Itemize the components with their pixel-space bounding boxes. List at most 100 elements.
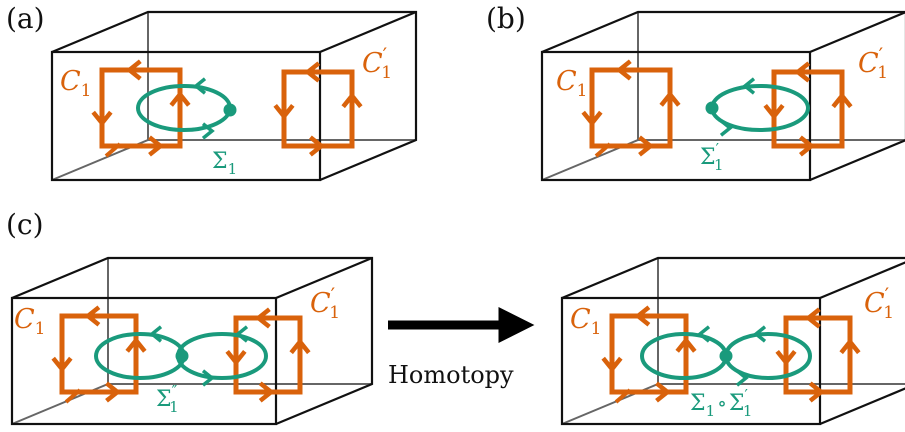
svg-text:C′1: C′ 1 xyxy=(362,43,392,83)
c1-arrow-left xyxy=(581,110,603,127)
c1p-arrow-left xyxy=(775,349,797,367)
loop-c1-prime xyxy=(281,69,355,149)
c1-arrow-left xyxy=(601,356,623,373)
svg-text:Σ′1: Σ′ 1 xyxy=(700,140,724,174)
label-sigma-b: Σ′ 1 xyxy=(700,140,724,174)
label-c1prime-b: C′ 1 xyxy=(858,43,888,83)
loop-sigma1-prime-arrow xyxy=(719,119,733,137)
box-back-edges xyxy=(541,10,905,182)
panel-a xyxy=(50,10,418,182)
c1p-arrow-bottom xyxy=(308,135,326,157)
label-c1-c-left: C1 xyxy=(14,304,46,339)
c1-arrow-right xyxy=(125,336,147,353)
homotopy-label: Homotopy xyxy=(388,361,514,389)
loop-c1-prime xyxy=(783,315,853,395)
loop-sigma1-arrow xyxy=(201,122,215,140)
c1-arrow-top xyxy=(615,59,632,81)
c1p-arrow-left xyxy=(225,349,247,367)
box-hidden-edge xyxy=(51,139,416,181)
label-c1prime-c-left: C′ 1 xyxy=(310,283,340,323)
loop-sigma1 xyxy=(136,84,232,132)
base-point xyxy=(175,349,189,363)
loop-c1 xyxy=(609,313,689,395)
composed-arrow xyxy=(753,325,767,343)
c1p-arrow-right xyxy=(341,92,363,109)
loop-sigma1-arrow xyxy=(193,77,207,95)
box-front-face xyxy=(560,296,822,426)
box-front-face xyxy=(10,296,278,426)
box-edge xyxy=(319,10,417,54)
c1-arrow-bottom xyxy=(105,381,122,403)
svg-text:C1: C1 xyxy=(570,304,602,339)
svg-text:C1: C1 xyxy=(14,304,46,339)
c1p-arrow-left xyxy=(763,103,785,121)
loop-c1 xyxy=(99,67,183,149)
loop-sigma1-double-prime-right xyxy=(176,332,268,380)
panel-label-a: (a) xyxy=(6,2,45,35)
c1-arrow-left xyxy=(91,110,113,127)
sigma-pp-arrow xyxy=(149,325,163,343)
base-point xyxy=(705,101,719,115)
box-edge xyxy=(275,256,373,300)
box-edge xyxy=(809,11,905,54)
c1p-arrow-top xyxy=(304,61,321,83)
sigma-pp-arrow xyxy=(201,369,215,387)
loop-c1 xyxy=(589,67,673,149)
c1-arrow-bottom xyxy=(655,381,672,403)
c1-depth-tick xyxy=(64,388,82,404)
base-point xyxy=(223,103,237,117)
svg-text:C′1: C′ 1 xyxy=(864,283,894,323)
svg-text:Σ1: Σ1 xyxy=(212,149,237,178)
c1p-arrow-top xyxy=(254,307,271,329)
c1-arrow-bottom xyxy=(148,135,165,157)
label-c1prime-c-right: C′ 1 xyxy=(864,283,894,323)
c1-arrow-right xyxy=(169,90,191,107)
c1-arrow-right xyxy=(675,336,697,353)
loop-sigma1-double-prime-left xyxy=(94,332,186,380)
panel-label-c: (c) xyxy=(6,208,44,241)
box-front-face xyxy=(540,50,812,182)
c1-arrow-top xyxy=(84,305,101,327)
c1-arrow-right xyxy=(659,90,681,107)
c1-depth-tick xyxy=(594,142,612,158)
loop-c1 xyxy=(59,313,139,395)
label-sigma-a: Σ1 xyxy=(212,149,237,178)
c1-depth-tick xyxy=(104,142,122,158)
c1-arrow-top xyxy=(125,59,142,81)
panel-b xyxy=(540,10,905,182)
c1p-arrow-top xyxy=(804,307,821,329)
label-sigma-composition: Σ1 ∘Σ′ 1 xyxy=(690,386,752,420)
c1p-arrow-right xyxy=(831,92,853,109)
svg-text:Σ″1: Σ″ 1 xyxy=(156,382,179,416)
box-front-face xyxy=(50,50,322,182)
label-c1prime-a: C′ 1 xyxy=(362,43,392,83)
c1-arrow-bottom xyxy=(638,135,655,157)
svg-text:Σ1∘Σ′1: Σ1 ∘Σ′ 1 xyxy=(690,386,752,420)
box-hidden-edge xyxy=(541,139,905,181)
label-sigma-c-left: Σ″ 1 xyxy=(156,382,179,416)
base-point xyxy=(719,349,733,363)
svg-text:C1: C1 xyxy=(556,66,588,101)
c1p-arrow-top xyxy=(794,61,811,83)
c1p-arrow-bottom xyxy=(798,135,816,157)
panel-c-left xyxy=(10,256,374,426)
label-c1-b: C1 xyxy=(556,66,588,101)
panel-c-right xyxy=(560,256,905,426)
box-back-edges xyxy=(561,256,905,426)
c1p-arrow-bottom xyxy=(258,381,275,403)
panel-label-b: (b) xyxy=(486,2,526,35)
c1-arrow-left xyxy=(51,356,73,373)
label-c1-a: C1 xyxy=(60,66,92,101)
sigma-pp-arrow xyxy=(235,325,249,343)
composed-arrow xyxy=(735,369,749,387)
c1p-arrow-left xyxy=(273,103,295,121)
c1p-arrow-bottom xyxy=(808,381,825,403)
composed-arrow xyxy=(697,325,711,343)
c1p-arrow-right xyxy=(289,338,311,355)
svg-text:C1: C1 xyxy=(60,66,92,101)
c1-depth-tick xyxy=(614,388,632,404)
svg-text:C′1: C′ 1 xyxy=(310,283,340,323)
box-edge xyxy=(819,261,905,300)
label-c1-c-right: C1 xyxy=(570,304,602,339)
